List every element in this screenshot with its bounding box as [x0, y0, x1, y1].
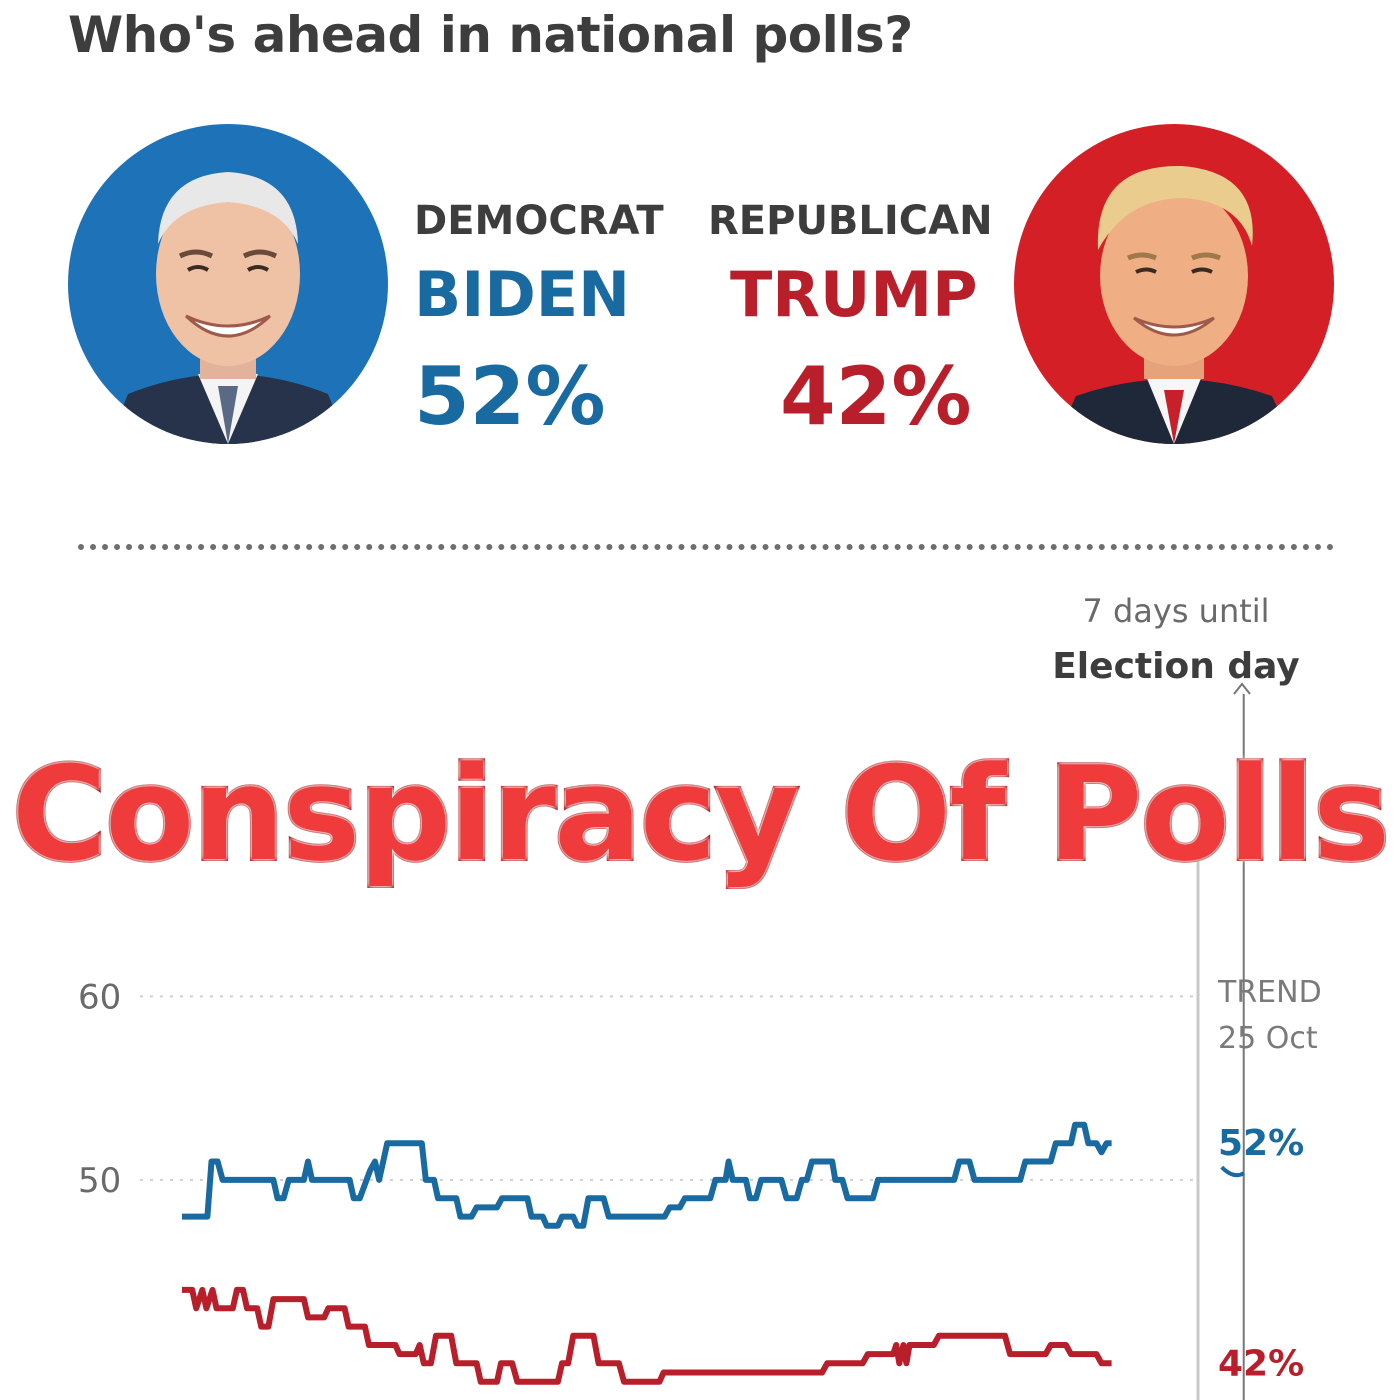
democrat-percent: 52% — [414, 350, 606, 443]
page-title: Who's ahead in national polls? — [68, 6, 913, 64]
caret-up-icon — [1233, 682, 1251, 695]
republican-party-label: REPUBLICAN — [708, 198, 993, 244]
democrat-portrait-image — [68, 124, 388, 444]
democrat-candidate-name: BIDEN — [414, 258, 631, 331]
republican-portrait-image — [1014, 124, 1334, 444]
republican-candidate-name: TRUMP — [730, 258, 978, 331]
trend-date: 25 Oct — [1218, 1021, 1318, 1056]
democrat-party-label: DEMOCRAT — [414, 198, 664, 244]
series-line-trump — [182, 1286, 1112, 1385]
series-tail-biden — [1220, 1165, 1245, 1178]
republican-percent: 42% — [780, 350, 972, 443]
republican-avatar — [1014, 124, 1334, 444]
y-tick-label: 50 — [78, 1161, 121, 1201]
overlay-title: Conspiracy Of Polls — [10, 736, 1393, 892]
series-end-label-trump: 42% — [1218, 1343, 1304, 1384]
days-until-label: 7 days until — [1082, 592, 1269, 630]
series-line-biden — [182, 1121, 1112, 1229]
democrat-avatar — [68, 124, 388, 444]
series-end-label-biden: 52% — [1218, 1123, 1304, 1164]
section-divider — [78, 544, 1334, 550]
trend-label: TREND — [1217, 975, 1322, 1010]
y-tick-label: 60 — [78, 977, 121, 1017]
election-day-label: Election day — [1052, 646, 1300, 687]
